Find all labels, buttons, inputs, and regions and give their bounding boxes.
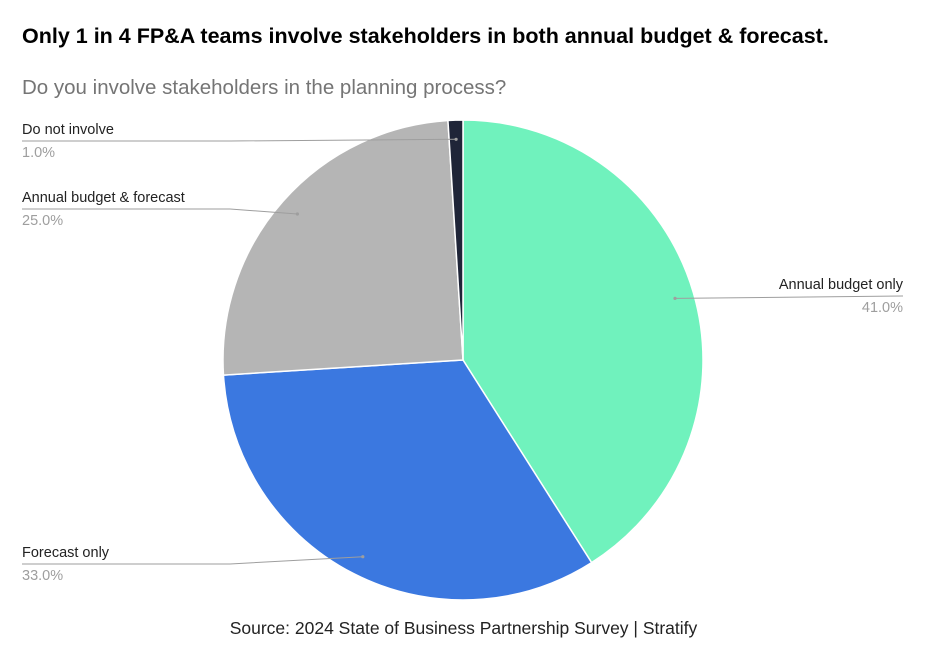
slice-label: Do not involve: [22, 122, 114, 138]
leader-line: [674, 295, 904, 299]
source-note: Source: 2024 State of Business Partnersh…: [229, 618, 698, 638]
chart-headline: Only 1 in 4 FP&A teams involve stakehold…: [22, 24, 829, 48]
leader-line: [22, 556, 363, 565]
chart-title: Do you involve stakeholders in the plann…: [22, 76, 507, 99]
slice-label: Forecast only: [22, 545, 110, 561]
leader-dot: [361, 555, 365, 559]
pie-slice: [462, 119, 704, 564]
slice-value-label: 1.0%: [22, 145, 55, 161]
pie-slice: [222, 359, 593, 601]
leader-dot: [673, 296, 677, 300]
slice-label: Annual budget & forecast: [22, 190, 185, 206]
pie-slice: [222, 119, 464, 376]
leader-line: [22, 138, 457, 142]
slice-label: Annual budget only: [779, 277, 904, 293]
leader-dot: [295, 212, 299, 216]
leader-dot: [454, 137, 458, 141]
pie-slice: [447, 119, 464, 361]
leader-line: [22, 208, 298, 215]
slice-value-label: 33.0%: [22, 568, 63, 584]
slice-value-label: 25.0%: [22, 213, 63, 229]
slice-value-label: 41.0%: [862, 300, 903, 316]
